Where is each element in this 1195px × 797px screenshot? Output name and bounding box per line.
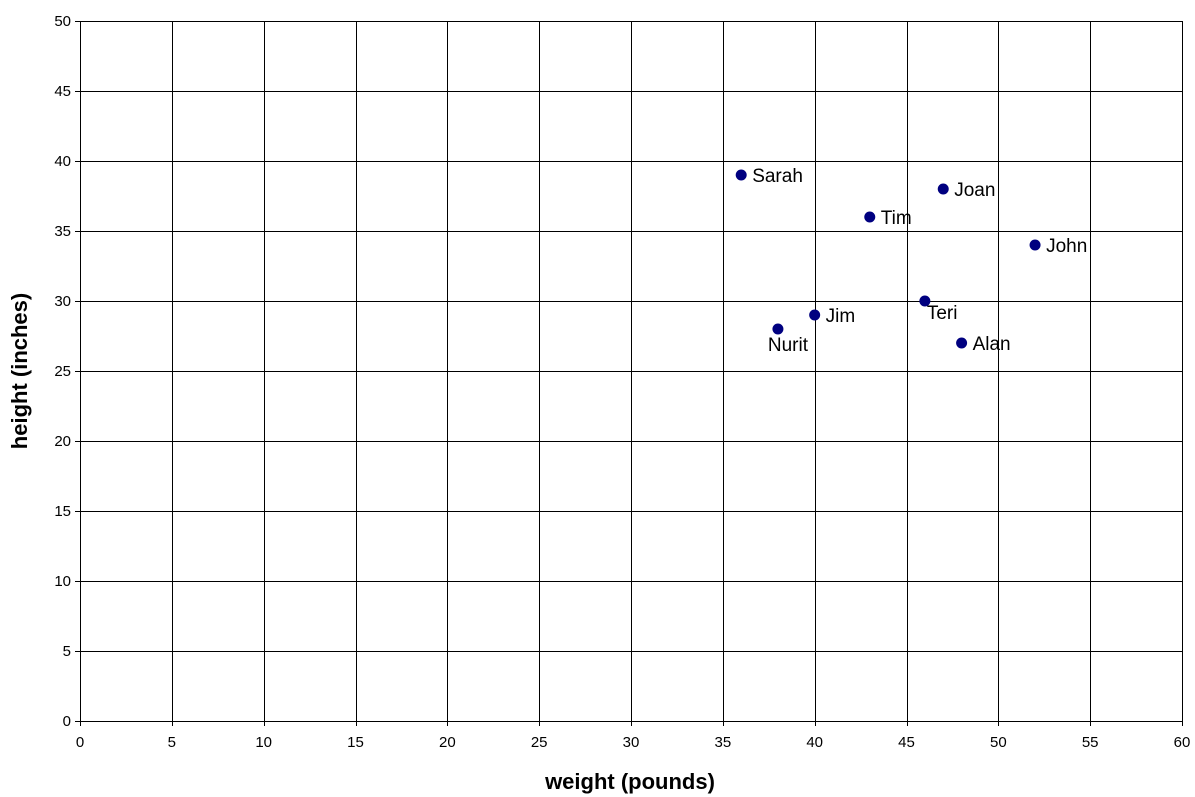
point-label: Jim [826, 306, 856, 327]
y-tick-label: 5 [63, 643, 71, 660]
grid [80, 21, 1183, 721]
data-point [809, 309, 821, 321]
point-label: Teri [927, 303, 958, 324]
data-point [735, 169, 747, 181]
y-tick-label: 30 [54, 293, 71, 310]
x-tick-label: 0 [76, 734, 84, 751]
point-labels: Sarah Joan Tim John Teri Jim Nurit Alan [752, 166, 1087, 356]
y-tick-label: 50 [54, 13, 71, 30]
y-tick-label: 0 [63, 713, 71, 730]
point-label: John [1046, 236, 1087, 257]
point-label: Sarah [752, 166, 803, 187]
x-tick-label: 25 [531, 734, 548, 751]
data-point [1029, 239, 1041, 251]
data-point [937, 183, 949, 195]
point-label: Alan [973, 334, 1011, 355]
data-point [864, 211, 876, 223]
x-tick-label: 40 [806, 734, 823, 751]
x-tick-label: 35 [714, 734, 731, 751]
tick-labels: 0 5 10 15 20 25 30 35 40 45 50 55 60 0 5 10 15 20 25 30 35 40… [54, 13, 1190, 751]
x-tick-label: 55 [1082, 734, 1099, 751]
y-tick-label: 20 [54, 433, 71, 450]
x-tick-label: 15 [347, 734, 364, 751]
axes [75, 21, 1183, 726]
y-tick-label: 40 [54, 153, 71, 170]
y-axis-title: height (inches) [7, 293, 32, 449]
point-label: Tim [881, 208, 912, 229]
data-points [735, 169, 1041, 349]
data-point [956, 337, 968, 349]
x-tick-label: 60 [1174, 734, 1191, 751]
y-tick-label: 45 [54, 83, 71, 100]
point-label: Nurit [768, 335, 809, 356]
x-tick-label: 45 [898, 734, 915, 751]
point-label: Joan [954, 180, 995, 201]
x-tick-label: 50 [990, 734, 1007, 751]
x-tick-label: 5 [168, 734, 176, 751]
x-tick-label: 30 [623, 734, 640, 751]
data-point [772, 323, 784, 335]
x-axis-title: weight (pounds) [544, 769, 715, 794]
x-tick-label: 20 [439, 734, 456, 751]
y-tick-label: 25 [54, 363, 71, 380]
x-tick-label: 10 [255, 734, 272, 751]
data-point [919, 295, 931, 307]
y-tick-label: 35 [54, 223, 71, 240]
y-tick-label: 10 [54, 573, 71, 590]
y-tick-label: 15 [54, 503, 71, 520]
